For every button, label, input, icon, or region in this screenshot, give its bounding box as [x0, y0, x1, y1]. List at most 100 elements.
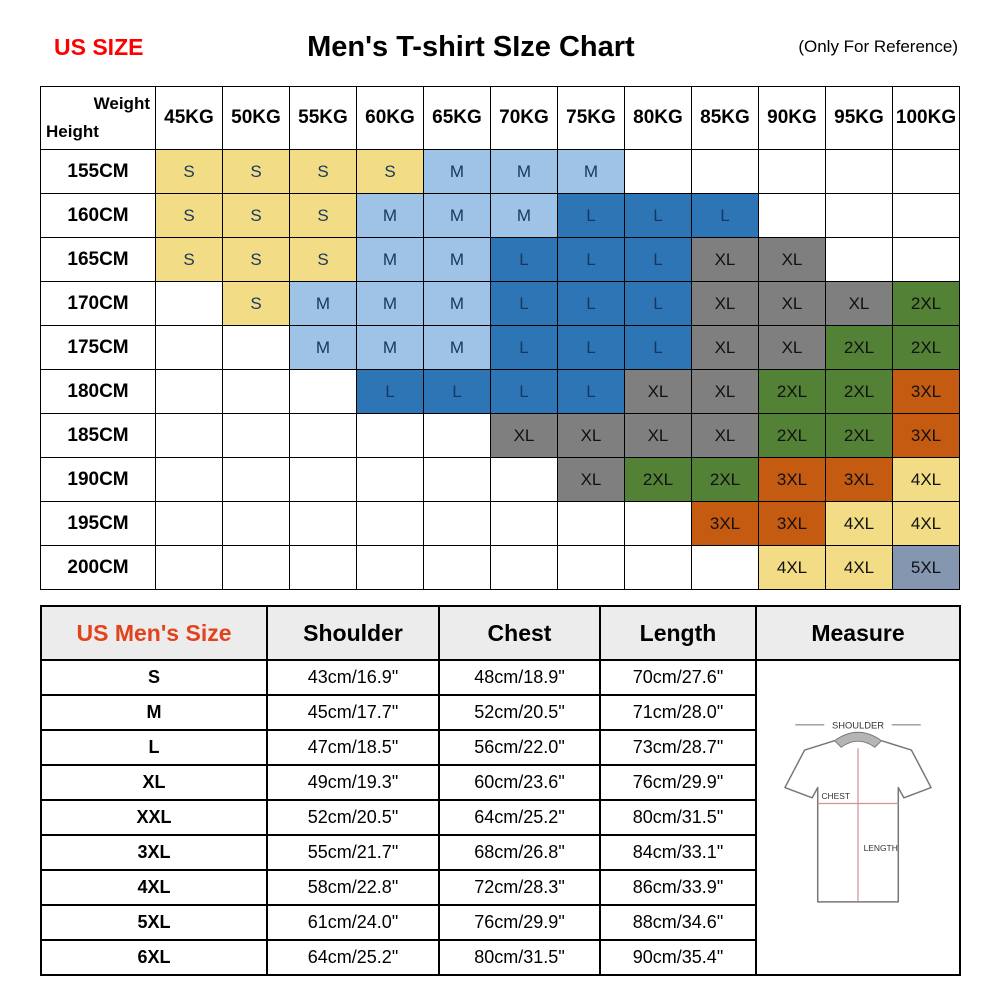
size-cell-empty: [356, 457, 424, 502]
length-value: 76cm/29.9": [599, 764, 757, 801]
size-cell-l: L: [624, 281, 692, 326]
size-cell-s: S: [289, 237, 357, 282]
shoulder-value: 45cm/17.7": [266, 694, 440, 731]
size-grid-row: 170CM S M M M L L L XL XL XL 2XL: [40, 281, 960, 326]
size-cell-empty: [691, 149, 759, 194]
length-value: 84cm/33.1": [599, 834, 757, 871]
size-grid-row: 160CM S S S M M M L L L: [40, 193, 960, 238]
size-cell-s: S: [289, 149, 357, 194]
size-cell-3xl: 3XL: [758, 501, 826, 546]
measurement-row: S 43cm/16.9" 48cm/18.9" 70cm/27.6" SHOULDER…: [40, 659, 961, 976]
measure-col-header-chest: Chest: [438, 605, 601, 661]
size-cell-l: L: [490, 237, 558, 282]
size-cell-4xl: 4XL: [758, 545, 826, 590]
weight-header: 75KG: [557, 86, 625, 150]
size-cell-3xl: 3XL: [892, 413, 960, 458]
height-label: 170CM: [40, 281, 156, 326]
size-cell-s: S: [155, 149, 223, 194]
size-cell-l: L: [557, 281, 625, 326]
shoulder-value: 61cm/24.0": [266, 904, 440, 941]
size-cell-l: L: [624, 325, 692, 370]
size-cell-3xl: 3XL: [691, 501, 759, 546]
height-label: 185CM: [40, 413, 156, 458]
size-grid-row: 155CM S S S S M M M: [40, 149, 960, 194]
weight-header: 70KG: [490, 86, 558, 150]
size-cell-l: L: [624, 193, 692, 238]
size-cell-m: M: [289, 281, 357, 326]
weight-header: 90KG: [758, 86, 826, 150]
size-grid-row: 185CM XL XL XL XL 2XL 2XL 3XL: [40, 413, 960, 458]
size-cell-2xl: 2XL: [825, 413, 893, 458]
size-cell-2xl: 2XL: [758, 413, 826, 458]
size-cell-empty: [289, 457, 357, 502]
tshirt-diagram: SHOULDER CHEST LENGTH: [784, 720, 932, 903]
size-grid-row: 180CM L L L L XL XL 2XL 2XL 3XL: [40, 369, 960, 414]
length-value: 90cm/35.4": [599, 939, 757, 976]
weight-axis-label: Weight: [93, 94, 150, 113]
size-cell-empty: [155, 281, 223, 326]
size-value: L: [40, 729, 268, 766]
measurements-table: US Men's Size Shoulder Chest Length Measure …: [40, 605, 961, 976]
tshirt-collar: [833, 731, 883, 748]
size-cell-m: M: [423, 237, 491, 282]
size-cell-s: S: [222, 281, 290, 326]
size-value: M: [40, 694, 268, 731]
size-cell-s: S: [222, 149, 290, 194]
size-value: 3XL: [40, 834, 268, 871]
size-cell-l: L: [490, 325, 558, 370]
measurement-row: 5XL 61cm/24.0" 76cm/29.9" 88cm/34.6": [40, 904, 960, 941]
size-cell-l: L: [624, 237, 692, 282]
size-cell-empty: [691, 545, 759, 590]
chest-value: 64cm/25.2": [438, 799, 601, 836]
weight-header: 85KG: [691, 86, 759, 150]
size-cell-empty: [155, 545, 223, 590]
size-cell-xl: XL: [691, 325, 759, 370]
size-value: 5XL: [40, 904, 268, 941]
size-cell-empty: [356, 413, 424, 458]
size-cell-empty: [222, 545, 290, 590]
chest-value: 72cm/28.3": [438, 869, 601, 906]
size-cell-empty: [490, 501, 558, 546]
size-cell-empty: [624, 149, 692, 194]
shoulder-value: 55cm/21.7": [266, 834, 440, 871]
size-cell-empty: [557, 501, 625, 546]
size-cell-empty: [624, 501, 692, 546]
size-cell-m: M: [423, 193, 491, 238]
height-label: 190CM: [40, 457, 156, 502]
size-cell-m: M: [423, 281, 491, 326]
weight-header: 95KG: [825, 86, 893, 150]
size-cell-l: L: [557, 369, 625, 414]
size-cell-empty: [356, 501, 424, 546]
size-cell-xl: XL: [758, 325, 826, 370]
size-grid-row: 195CM 3XL 3XL 4XL 4XL: [40, 501, 960, 546]
size-cell-empty: [356, 545, 424, 590]
size-cell-m: M: [356, 325, 424, 370]
size-cell-m: M: [356, 193, 424, 238]
size-cell-empty: [825, 193, 893, 238]
size-cell-l: L: [490, 281, 558, 326]
length-value: 80cm/31.5": [599, 799, 757, 836]
size-cell-empty: [557, 545, 625, 590]
length-value: 86cm/33.9": [599, 869, 757, 906]
size-cell-3xl: 3XL: [892, 369, 960, 414]
measure-diagram-cell: SHOULDER CHEST LENGTH: [755, 659, 961, 976]
size-cell-l: L: [557, 193, 625, 238]
size-cell-xl: XL: [691, 369, 759, 414]
measure-col-header-us-men-s-size: US Men's Size: [40, 605, 268, 661]
size-cell-xl: XL: [758, 237, 826, 282]
measurement-row: XL 49cm/19.3" 60cm/23.6" 76cm/29.9": [40, 764, 960, 801]
length-value: 71cm/28.0": [599, 694, 757, 731]
size-cell-empty: [155, 413, 223, 458]
size-cell-empty: [222, 457, 290, 502]
chest-value: 60cm/23.6": [438, 764, 601, 801]
size-cell-s: S: [356, 149, 424, 194]
height-label: 200CM: [40, 545, 156, 590]
length-value: 73cm/28.7": [599, 729, 757, 766]
size-cell-l: L: [356, 369, 424, 414]
size-cell-xl: XL: [825, 281, 893, 326]
size-cell-l: L: [557, 325, 625, 370]
measurement-row: M 45cm/17.7" 52cm/20.5" 71cm/28.0": [40, 694, 960, 731]
size-cell-empty: [423, 501, 491, 546]
height-label: 180CM: [40, 369, 156, 414]
size-cell-2xl: 2XL: [892, 325, 960, 370]
